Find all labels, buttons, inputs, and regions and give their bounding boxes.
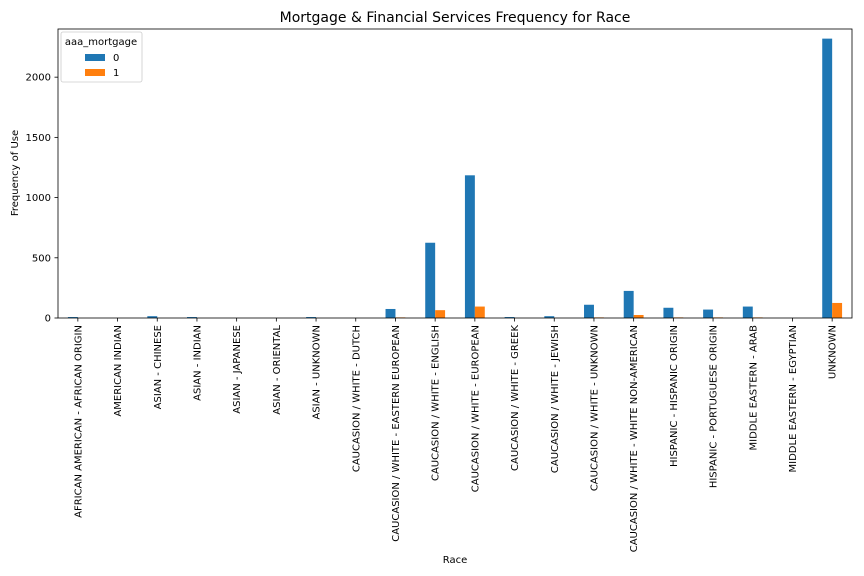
x-tick-label-8: CAUCASION / WHITE - EASTERN EUROPEAN — [391, 325, 402, 542]
legend-label-1: 1 — [113, 68, 119, 79]
bar-series-1-14 — [633, 314, 644, 318]
x-tick-label-6: ASIAN - UNKNOWN — [312, 325, 323, 420]
bar-series-0-9 — [425, 242, 436, 318]
x-tick-label-1: AMERICAN INDIAN — [113, 325, 124, 417]
plot-frame — [57, 28, 853, 319]
x-axis-title: Race — [443, 555, 468, 566]
bar-series-0-2 — [147, 316, 158, 318]
bar-series-0-12 — [544, 316, 555, 318]
bar-series-0-14 — [623, 290, 634, 318]
bar-series-0-3 — [187, 317, 197, 318]
bar-series-0-10 — [464, 175, 475, 318]
bar-series-1-19 — [832, 302, 843, 318]
y-tick-label-2: 1000 — [26, 193, 51, 204]
bar-series-0-16 — [703, 309, 714, 318]
x-tick-label-12: CAUCASION / WHITE - JEWISH — [550, 325, 561, 473]
y-axis-title: Frequency of Use — [10, 130, 21, 216]
x-tick-label-3: ASIAN - INDIAN — [192, 325, 203, 401]
x-tick-label-2: ASIAN - CHINESE — [153, 325, 164, 409]
bar-series-1-10 — [474, 306, 485, 318]
chart-title: Mortgage & Financial Services Frequency … — [280, 10, 631, 26]
y-tick-label-0: 0 — [45, 314, 51, 325]
x-tick-label-0: AFRICAN AMERICAN - AFRICAN ORIGIN — [73, 325, 84, 518]
x-tick-label-16: HISPANIC - PORTUGUESE ORIGIN — [709, 325, 720, 488]
y-tick-label-1: 500 — [32, 253, 51, 264]
y-tick-label-4: 2000 — [26, 73, 51, 84]
x-tick-label-18: MIDDLE EASTERN - EGYPTIAN — [788, 325, 799, 472]
bar-series-0-13 — [584, 304, 594, 318]
legend: aaa_mortgage 0 1 — [60, 31, 143, 83]
bar-series-0-17 — [742, 306, 753, 318]
x-tick-label-4: ASIAN - JAPANESE — [232, 325, 243, 414]
x-tick-label-14: CAUCASION / WHITE - WHITE NON-AMERICAN — [629, 325, 640, 552]
bar-series-0-19 — [822, 38, 833, 318]
x-tick-label-17: MIDDLE EASTERN - ARAB — [748, 325, 759, 451]
bar-series-0-6 — [306, 317, 317, 318]
bar-series-1-9 — [435, 310, 446, 318]
x-tick-label-5: ASIAN - ORIENTAL — [272, 325, 283, 415]
bar-series-0-0 — [67, 317, 78, 318]
x-tick-label-10: CAUCASION / WHITE - EUROPEAN — [470, 325, 481, 492]
x-tick-label-11: CAUCASION / WHITE - GREEK — [510, 325, 521, 471]
y-tick-label-3: 1500 — [26, 133, 51, 144]
x-tick-label-15: HISPANIC - HISPANIC ORIGIN — [669, 325, 680, 467]
legend-title: aaa_mortgage — [65, 37, 137, 48]
x-tick-label-19: UNKNOWN — [828, 325, 839, 379]
bars-group — [67, 38, 843, 318]
bar-series-0-8 — [385, 308, 396, 318]
legend-swatch-1 — [85, 69, 105, 76]
x-axis-ticks: AFRICAN AMERICAN - AFRICAN ORIGIN AMERICA… — [73, 318, 839, 552]
y-axis-ticks: 0 500 1000 1500 2000 — [26, 73, 58, 325]
bar-series-0-15 — [663, 307, 674, 318]
x-tick-label-9: CAUCASION / WHITE - ENGLISH — [431, 325, 442, 481]
legend-label-0: 0 — [113, 53, 119, 64]
legend-swatch-0 — [85, 54, 105, 61]
x-tick-label-13: CAUCASION / WHITE - UNKNOWN — [589, 325, 600, 491]
x-tick-label-7: CAUCASION / WHITE - DUTCH — [351, 325, 362, 472]
bar-series-0-11 — [504, 317, 515, 318]
